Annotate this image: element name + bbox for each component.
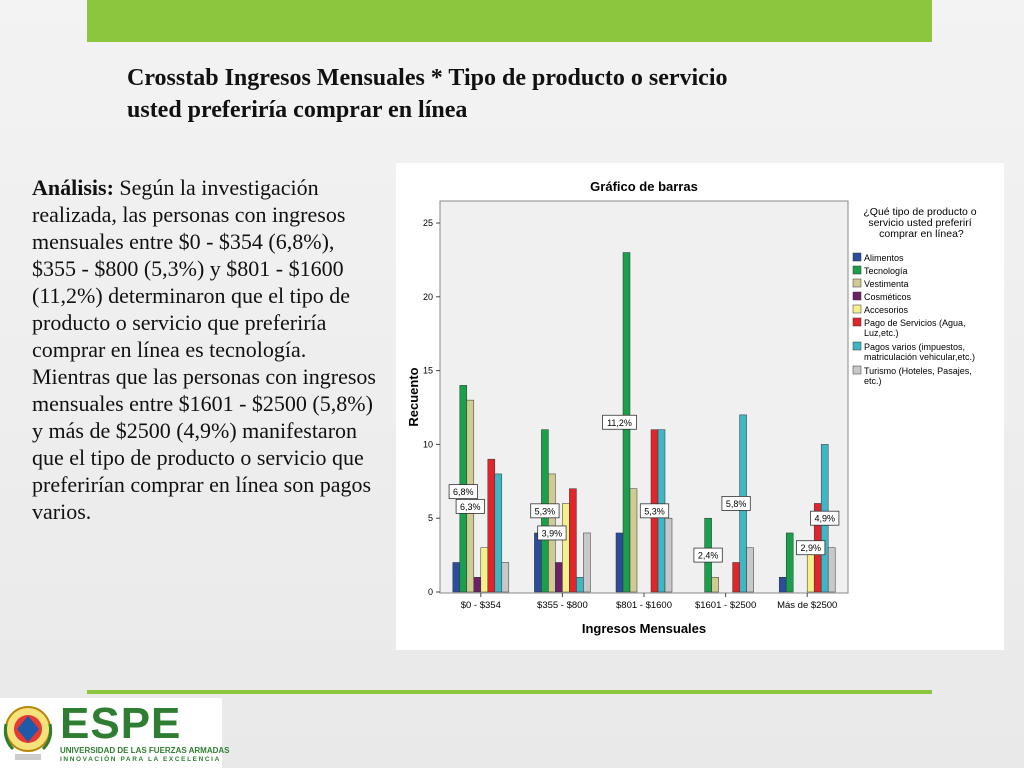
annotation-label: 2,9% xyxy=(800,543,821,553)
bar xyxy=(562,503,570,593)
annotation-label: 2,4% xyxy=(698,551,719,561)
legend-swatch xyxy=(852,291,862,301)
legend-label: Vestimenta xyxy=(864,279,909,289)
logo-subtitle: UNIVERSIDAD DE LAS FUERZAS ARMADAS xyxy=(60,746,230,755)
annotation-box xyxy=(448,484,478,500)
annotation-label: 3,9% xyxy=(542,528,563,538)
legend-swatch xyxy=(852,278,862,288)
legend-swatch xyxy=(852,252,862,262)
annotation-box xyxy=(721,496,751,511)
bar xyxy=(569,488,577,593)
logo-tagline: INNOVACIÓN PARA LA EXCELENCIA xyxy=(60,756,221,763)
annotation-label: 5,3% xyxy=(644,506,665,516)
bar xyxy=(732,562,740,593)
annotation-label: 6,3% xyxy=(460,502,481,512)
bar xyxy=(746,547,754,593)
annotation-box xyxy=(602,414,637,430)
y-axis-ticks: 0 5 10 15 20 25 xyxy=(423,218,440,597)
y-tick-label: 0 xyxy=(428,587,433,597)
y-tick-label: 25 xyxy=(423,218,433,228)
y-tick-label: 15 xyxy=(423,366,433,376)
annotation-box xyxy=(455,498,485,514)
legend-label: Tecnología xyxy=(864,266,908,276)
slide-title: Crosstab Ingresos Mensuales * Tipo de pr… xyxy=(127,62,887,126)
bar xyxy=(629,488,638,593)
bar-chart: Gráfico de barras Recuento Ingresos Mens… xyxy=(396,163,1004,650)
analysis-paragraph: Análisis: Según la investigación realiza… xyxy=(32,174,382,525)
annotation-label: 5,3% xyxy=(535,506,556,516)
legend-label: Cosméticos xyxy=(864,292,912,302)
annotation-label: 11,2% xyxy=(607,418,632,428)
analysis-text: Según la investigación realizada, las pe… xyxy=(32,175,376,524)
annotation-label: 6,8% xyxy=(453,487,474,497)
x-tick-label: $1601 - $2500 xyxy=(695,600,756,611)
chart-title: Gráfico de barras xyxy=(590,179,698,194)
bar xyxy=(494,473,503,593)
bar xyxy=(480,547,489,593)
bar xyxy=(785,532,794,593)
annotation-box xyxy=(693,547,723,563)
bar xyxy=(487,458,496,593)
legend: ¿Qué tipo de producto o servicio usted pr… xyxy=(852,206,977,386)
annotation-label: 4,9% xyxy=(814,514,835,524)
legend-label: Accesorios xyxy=(864,305,909,315)
bar xyxy=(827,547,836,593)
legend-label: Pago de Servicios (Agua, Luz,etc.) xyxy=(864,318,966,338)
bar xyxy=(615,532,624,593)
bar xyxy=(534,532,542,593)
y-tick-label: 20 xyxy=(423,292,433,302)
bar xyxy=(778,576,787,593)
x-axis-label: Ingresos Mensuales xyxy=(582,621,706,636)
plot-area xyxy=(439,200,849,594)
bar xyxy=(501,562,510,593)
slide-title-line2: usted preferiría comprar en línea xyxy=(127,97,468,123)
university-seal-icon xyxy=(3,706,53,760)
bar xyxy=(452,562,461,593)
x-tick-label: $0 - $354 xyxy=(461,600,501,611)
annotation-label: 5,8% xyxy=(726,499,747,509)
annotation-box xyxy=(537,525,567,541)
legend-label: Turismo (Hoteles, Pasajes, etc.) xyxy=(864,366,972,386)
x-tick-label: $355 - $800 xyxy=(537,600,588,611)
annotation-box xyxy=(639,503,670,519)
logo-name: ESPE xyxy=(60,699,182,748)
x-tick-label: $801 - $1600 xyxy=(616,600,672,611)
legend-title: ¿Qué tipo de producto o servicio usted pr… xyxy=(863,206,976,240)
bottom-accent-line xyxy=(87,690,932,694)
legend-swatch xyxy=(852,317,862,327)
bar xyxy=(473,576,482,593)
bar xyxy=(711,576,719,593)
bar xyxy=(555,562,563,593)
legend-label: Alimentos xyxy=(864,253,904,263)
annotation-box xyxy=(810,510,840,526)
bar-chart-svg: Gráfico de barras Recuento Ingresos Mens… xyxy=(406,179,977,636)
top-accent-bar xyxy=(87,0,932,42)
legend-swatch xyxy=(852,341,862,351)
y-tick-label: 5 xyxy=(428,513,433,523)
espe-logo: ESPE UNIVERSIDAD DE LAS FUERZAS ARMADAS … xyxy=(0,698,230,768)
bar xyxy=(576,576,584,593)
y-tick-label: 10 xyxy=(423,439,433,449)
annotations-group: 6,8% 6,3% 5,3% 3,9% 11,2% 5,3% 2,4% 5,8% 4,9% 2,9… xyxy=(448,414,840,563)
bar xyxy=(664,517,673,593)
slide-title-line1: Crosstab Ingresos Mensuales * Tipo de pr… xyxy=(127,65,728,91)
y-axis-label: Recuento xyxy=(406,367,421,426)
legend-swatch xyxy=(852,304,862,314)
legend-label: Pagos varios (impuestos, matriculación ve… xyxy=(864,342,975,362)
legend-swatch xyxy=(852,265,862,275)
x-axis-ticks: $0 - $354 $355 - $800 $801 - $1600 $1601 - … xyxy=(461,593,837,611)
x-tick-label: Más de $2500 xyxy=(777,600,837,611)
analysis-label: Análisis: xyxy=(32,175,114,200)
bar xyxy=(583,532,591,593)
legend-swatch xyxy=(852,365,862,375)
annotation-box xyxy=(796,540,826,556)
annotation-box xyxy=(530,503,560,519)
